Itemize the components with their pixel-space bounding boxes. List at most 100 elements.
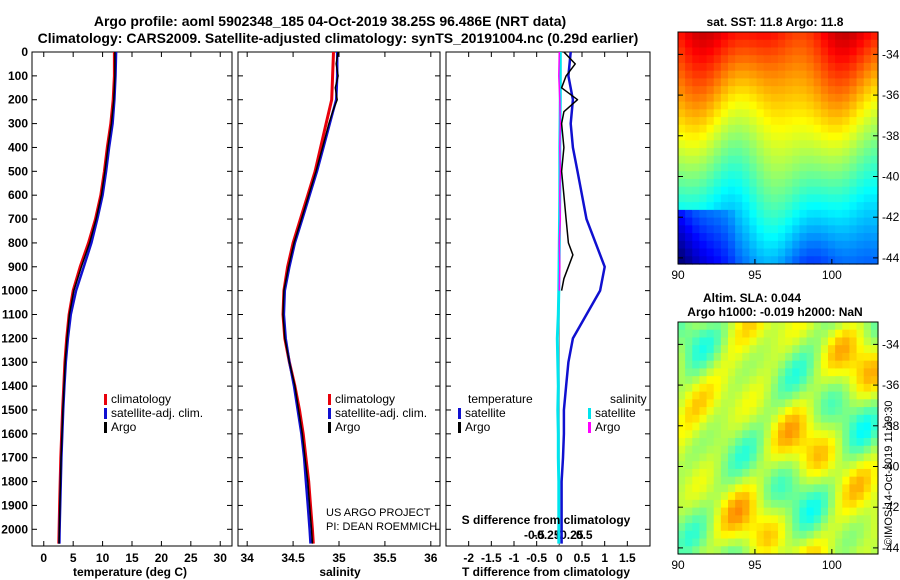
sla-map-cell bbox=[756, 352, 765, 362]
sst-map-cell bbox=[813, 178, 822, 188]
sst-map-cell bbox=[678, 248, 686, 257]
temp-climatology-legend-label: climatology bbox=[111, 392, 171, 406]
sla-map-cell bbox=[820, 337, 829, 346]
sla-map-cell bbox=[799, 383, 808, 393]
sal-argo-legend-swatch bbox=[328, 422, 331, 433]
sst-map-cell bbox=[699, 209, 708, 219]
sst-map-cell bbox=[749, 186, 758, 195]
sst-map-cell bbox=[720, 32, 729, 41]
sla-map-cell bbox=[720, 530, 729, 540]
sla-map-cell bbox=[778, 438, 786, 447]
sst-map-ytick-label: -44 bbox=[882, 251, 900, 265]
sst-map-cell bbox=[699, 124, 708, 134]
temp-climatology-legend-swatch bbox=[104, 394, 107, 405]
sla-map-cell bbox=[756, 368, 765, 377]
sst-map-cell bbox=[813, 209, 822, 219]
sla-map-cell bbox=[699, 461, 708, 470]
sla-map-cell bbox=[792, 391, 801, 400]
sla-map-cell bbox=[813, 461, 822, 470]
sst-map-cell bbox=[835, 194, 843, 203]
sla-map-cell bbox=[756, 422, 765, 431]
sst-map-cell bbox=[863, 171, 872, 180]
sla-map-cell bbox=[806, 499, 815, 509]
sla-map-cell bbox=[713, 407, 722, 416]
sst-map-cell bbox=[706, 70, 715, 79]
sst-map-cell bbox=[835, 70, 843, 79]
sst-map-cell bbox=[685, 163, 693, 172]
sla-map-cell bbox=[756, 476, 765, 485]
sst-map-cell bbox=[820, 178, 829, 188]
sla-map-cell bbox=[792, 360, 801, 369]
sla-map-cell bbox=[699, 430, 708, 439]
sla-map-cell bbox=[685, 399, 693, 408]
sst-map-cell bbox=[742, 178, 751, 188]
sst-map-cell bbox=[678, 117, 686, 126]
sla-map-cell bbox=[678, 430, 686, 439]
sla-map-cell bbox=[813, 430, 822, 439]
sla-map-cell bbox=[692, 368, 701, 377]
sal-argo-legend-label: Argo bbox=[335, 420, 361, 434]
sla-map-cell bbox=[713, 492, 722, 501]
sla-map-cell bbox=[756, 345, 765, 354]
sst-map-cell bbox=[828, 186, 836, 195]
difference-xlabel: T difference from climatology bbox=[462, 565, 630, 579]
sst-map-cell bbox=[742, 155, 751, 165]
sst-map-cell bbox=[835, 101, 843, 110]
sla-map-cell bbox=[799, 391, 808, 400]
sst-map-cell bbox=[685, 70, 693, 79]
sla-map-cell bbox=[863, 523, 872, 532]
sst-map-cell bbox=[792, 240, 801, 250]
sla-map-cell bbox=[842, 546, 851, 555]
sla-map-cell bbox=[820, 368, 829, 377]
sla-map-cell bbox=[699, 376, 708, 385]
sst-map-cell bbox=[770, 70, 779, 79]
sla-map-cell bbox=[728, 492, 736, 501]
sla-map-cell bbox=[806, 438, 815, 447]
sla-map-cell bbox=[749, 352, 758, 362]
sst-map-cell bbox=[763, 86, 772, 95]
sst-map-cell bbox=[692, 233, 701, 242]
sst-map-cell bbox=[820, 240, 829, 250]
sst-map-cell bbox=[785, 202, 793, 211]
sla-map-cell bbox=[763, 383, 772, 393]
sst-map-cell bbox=[735, 233, 743, 242]
sla-map-cell bbox=[756, 546, 765, 555]
sst-map-cell bbox=[706, 248, 715, 257]
sla-map-cell bbox=[713, 345, 722, 354]
sla-map-cell bbox=[778, 383, 786, 393]
sst-map-cell bbox=[770, 47, 779, 56]
sst-map-cell bbox=[720, 55, 729, 64]
sst-map-cell bbox=[835, 178, 843, 188]
sla-map-cell bbox=[699, 345, 708, 354]
sst-map-cell bbox=[813, 240, 822, 250]
sst-map-cell bbox=[856, 155, 865, 165]
sst-map-xtick-label: 90 bbox=[671, 268, 685, 282]
sla-map-cell bbox=[756, 468, 765, 478]
sla-map-cell bbox=[870, 523, 879, 532]
sla-map-cell bbox=[813, 530, 822, 540]
sst-map-cell bbox=[785, 124, 793, 134]
sst-map-cell bbox=[813, 47, 822, 56]
sst-map-cell bbox=[720, 117, 729, 126]
temp-argo-line bbox=[58, 52, 116, 544]
sla-map-cell bbox=[763, 546, 772, 555]
sst-map-cell bbox=[792, 171, 801, 180]
sst-map-cell bbox=[685, 233, 693, 242]
sla-map-cell bbox=[720, 476, 729, 485]
sst-map-cell bbox=[785, 209, 793, 219]
sla-map-cell bbox=[849, 453, 858, 462]
sst-map-cell bbox=[713, 78, 722, 87]
sst-map-cell bbox=[870, 109, 879, 118]
sla-map-cell bbox=[713, 438, 722, 447]
sst-map-cell bbox=[806, 209, 815, 219]
sst-map-cell bbox=[799, 124, 808, 134]
sla-map-cell bbox=[849, 499, 858, 509]
sla-map-cell bbox=[820, 399, 829, 408]
sst-map-cell bbox=[785, 62, 793, 72]
sst-map-cell bbox=[813, 233, 822, 242]
sla-map-cell bbox=[692, 507, 701, 516]
sst-map-cell bbox=[863, 62, 872, 72]
sla-map-cell bbox=[735, 407, 743, 416]
sla-map-cell bbox=[835, 492, 843, 501]
sst-map-cell bbox=[735, 256, 743, 265]
